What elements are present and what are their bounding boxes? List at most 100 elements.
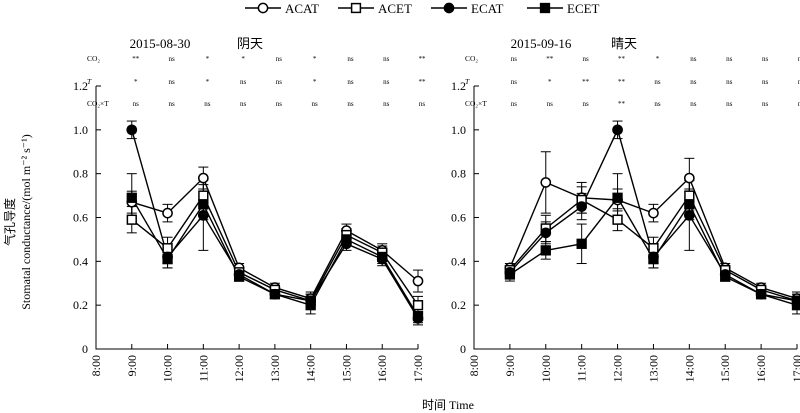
panel-date: 2015-09-16 bbox=[511, 36, 572, 51]
data-point-ecat bbox=[197, 209, 209, 221]
data-point-ecet bbox=[576, 238, 587, 249]
data-point-ecet bbox=[269, 289, 281, 300]
significance-mark: ns bbox=[347, 100, 354, 108]
y-tick-label: 0.2 bbox=[73, 298, 88, 312]
x-tick-label: 13:00 bbox=[268, 355, 282, 382]
y-tick-label: 1.2 bbox=[73, 79, 88, 93]
y-tick-label: 0 bbox=[460, 342, 466, 356]
data-point-ecat bbox=[612, 124, 623, 136]
significance-mark: * bbox=[313, 78, 317, 86]
significance-mark: ns bbox=[654, 100, 661, 108]
data-point-acat bbox=[540, 177, 552, 188]
x-tick-label: 15:00 bbox=[718, 355, 732, 382]
data-point-acat bbox=[648, 207, 659, 219]
significance-mark: ** bbox=[546, 55, 554, 63]
data-point-ecet bbox=[126, 192, 137, 203]
significance-mark: ns bbox=[383, 55, 390, 63]
legend-marker bbox=[539, 2, 551, 14]
data-point-acet bbox=[198, 190, 209, 201]
panel-weather: 晴天 bbox=[611, 36, 637, 51]
data-point-ecet bbox=[233, 271, 245, 282]
significance-mark: ns bbox=[204, 100, 211, 108]
significance-mark: ns bbox=[419, 100, 426, 108]
data-point-acet bbox=[162, 243, 173, 254]
significance-mark: ** bbox=[618, 78, 626, 86]
data-point-ecet bbox=[162, 253, 173, 265]
panel-2015-09-16: 2015-09-16 晴天 0 0.2 0.4 0.6 0.8 1.0 1.2 8:00 9:00 1… bbox=[451, 36, 800, 382]
significance-mark: * bbox=[313, 55, 317, 63]
axis-frame bbox=[473, 86, 797, 350]
data-point-acat bbox=[197, 172, 209, 184]
significance-mark: ns bbox=[583, 100, 590, 108]
x-tick-label: 17:00 bbox=[790, 355, 800, 382]
x-tick-label: 16:00 bbox=[754, 355, 768, 382]
data-point-acet bbox=[648, 243, 659, 254]
significance-mark: * bbox=[548, 78, 552, 86]
data-point-ecet bbox=[791, 300, 800, 311]
significance-mark: ns bbox=[798, 78, 800, 86]
y-tick-label: 1.0 bbox=[73, 123, 88, 137]
panel-date: 2015-08-30 bbox=[130, 36, 191, 51]
x-tick-label: 13:00 bbox=[646, 355, 660, 382]
significance-mark: ns bbox=[583, 55, 590, 63]
significance-mark: ns bbox=[383, 100, 390, 108]
data-point-ecet bbox=[504, 269, 516, 280]
significance-mark: ns bbox=[276, 100, 283, 108]
legend-marker bbox=[257, 2, 269, 14]
data-point-acet bbox=[612, 214, 623, 225]
y-tick-label: 0.8 bbox=[73, 167, 88, 181]
legend-label: ACAT bbox=[285, 1, 319, 16]
significance-mark: ns bbox=[654, 78, 661, 86]
x-tick-label: 9:00 bbox=[125, 355, 139, 376]
significance-mark: ns bbox=[690, 78, 697, 86]
data-point-acat bbox=[412, 275, 424, 287]
legend-item-acat: ACAT bbox=[245, 1, 319, 16]
data-point-acat bbox=[162, 207, 173, 219]
significance-mark: ns bbox=[726, 78, 733, 86]
significance-mark: ns bbox=[240, 100, 247, 108]
legend: ACAT ACET ECAT ECET bbox=[245, 1, 600, 16]
x-tick-label: 17:00 bbox=[411, 355, 425, 382]
significance-mark: ns bbox=[276, 55, 283, 63]
legend-label: ECAT bbox=[471, 1, 504, 16]
x-tick-label: 9:00 bbox=[503, 355, 517, 376]
data-point-ecat bbox=[576, 201, 588, 212]
y-axis-label-cn: 气孔导度 bbox=[2, 198, 17, 246]
x-tick-label: 8:00 bbox=[89, 355, 103, 376]
significance-mark: ** bbox=[419, 55, 427, 63]
significance-mark: ** bbox=[132, 55, 140, 63]
significance-mark: ns bbox=[762, 55, 769, 63]
significance-mark: ns bbox=[798, 55, 800, 63]
significance-row-label: CO₂ bbox=[87, 54, 100, 63]
significance-mark: ns bbox=[690, 100, 697, 108]
significance-mark: ns bbox=[511, 100, 518, 108]
data-point-ecet bbox=[305, 300, 316, 311]
y-tick-label: 0.6 bbox=[451, 211, 466, 225]
significance-mark: ns bbox=[726, 100, 733, 108]
data-point-ecet bbox=[377, 251, 388, 263]
axis-frame bbox=[95, 86, 418, 350]
significance-mark: ns bbox=[312, 100, 319, 108]
y-axis-label-en: Stomatal conductance/(mol m⁻² s⁻¹) bbox=[19, 134, 33, 310]
data-point-ecet bbox=[648, 253, 659, 265]
y-tick-label: 0.4 bbox=[451, 254, 466, 268]
significance-mark: ns bbox=[347, 55, 354, 63]
significance-mark: ns bbox=[762, 78, 769, 86]
significance-mark: ns bbox=[690, 55, 697, 63]
significance-mark: * bbox=[206, 78, 210, 86]
y-tick-label: 0 bbox=[82, 342, 88, 356]
data-point-ecet bbox=[684, 199, 695, 210]
significance-mark: * bbox=[134, 78, 138, 86]
significance-mark: ns bbox=[347, 78, 354, 86]
x-tick-label: 12:00 bbox=[611, 355, 625, 382]
y-tick-label: 0.4 bbox=[73, 254, 88, 268]
y-tick-label: 0.8 bbox=[451, 167, 466, 181]
y-tick-label: 0.2 bbox=[451, 298, 466, 312]
data-point-ecet bbox=[198, 199, 209, 210]
significance-row-label: CO₂ bbox=[465, 54, 478, 63]
legend-marker bbox=[350, 2, 362, 14]
significance-mark: ns bbox=[511, 55, 518, 63]
significance-row-label: CO₂×T bbox=[87, 99, 109, 108]
significance-mark: ns bbox=[168, 100, 175, 108]
